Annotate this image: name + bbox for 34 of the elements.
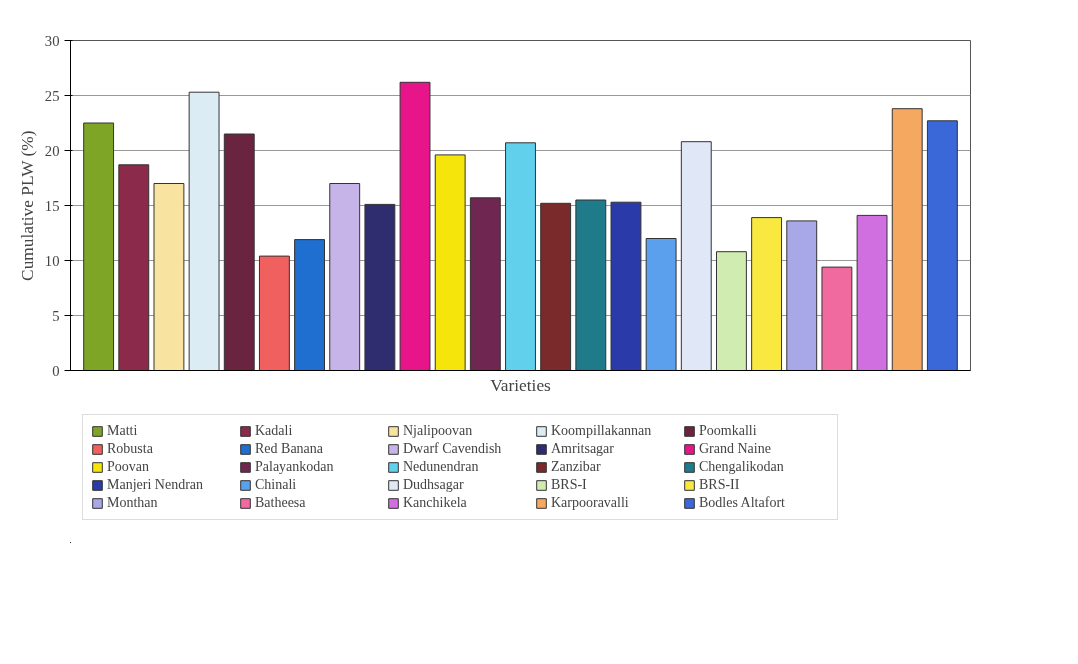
legend-label: BRS-I [551, 477, 588, 493]
legend-label: Bodles Altafort [699, 495, 786, 511]
legend-label: Chinali [255, 477, 298, 493]
y-axis-title: Cumulative PLW (%) [17, 130, 37, 281]
y-tick-label: 20 [44, 142, 60, 159]
legend-label: Karpooravalli [551, 495, 630, 511]
y-tick-label: 0 [52, 362, 60, 379]
legend-label: Robusta [107, 441, 154, 457]
legend-label: BRS-II [699, 477, 741, 493]
legend-label: Chengalikodan [699, 459, 785, 475]
legend-label: Poovan [107, 459, 150, 475]
legend-label: Monthan [107, 495, 159, 511]
y-tick-label: 15 [44, 197, 60, 214]
legend-label: Poomkalli [699, 423, 758, 439]
x-axis-title: Varieties [490, 375, 552, 395]
y-tick-label: 25 [44, 87, 60, 104]
legend-label: Nedunendran [403, 459, 480, 475]
legend-label: Dudhsagar [403, 477, 465, 493]
legend-label: Kanchikela [403, 495, 468, 511]
legend-label: Palayankodan [255, 459, 335, 475]
legend-label: Kadali [255, 423, 294, 439]
legend-label: Njalipoovan [403, 423, 474, 439]
y-tick-label: 10 [44, 252, 60, 269]
legend-label: Manjeri Nendran [107, 477, 205, 493]
y-tick-label: 30 [44, 32, 60, 49]
legend-label: Red Banana [255, 441, 325, 457]
legend-label: Koompillakannan [551, 423, 653, 439]
legend-label: Batheesa [255, 495, 307, 511]
legend-label: Amritsagar [551, 441, 615, 457]
legend-label: Zanzibar [551, 459, 602, 475]
y-tick-label: 5 [52, 307, 60, 324]
legend-label: Grand Naine [699, 441, 772, 457]
legend-label: Matti [107, 423, 139, 439]
legend-label: Dwarf Cavendish [403, 441, 503, 457]
